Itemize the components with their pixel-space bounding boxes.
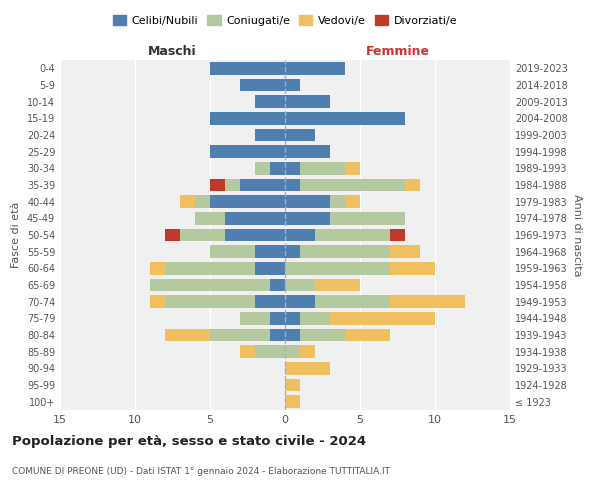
Bar xyxy=(165,329,210,341)
Bar xyxy=(240,79,285,92)
Bar xyxy=(285,279,315,291)
Bar xyxy=(165,296,255,308)
Bar xyxy=(240,179,285,192)
Bar xyxy=(150,279,270,291)
Bar xyxy=(285,296,315,308)
Bar xyxy=(315,296,390,308)
Bar xyxy=(210,329,270,341)
Bar xyxy=(255,296,285,308)
Bar xyxy=(345,162,360,174)
Y-axis label: Fasce di età: Fasce di età xyxy=(11,202,21,268)
Bar xyxy=(180,229,225,241)
Bar xyxy=(330,212,405,224)
Text: Maschi: Maschi xyxy=(148,46,197,59)
Bar xyxy=(390,296,465,308)
Bar xyxy=(390,262,435,274)
Bar xyxy=(285,346,300,358)
Bar xyxy=(165,262,255,274)
Bar xyxy=(270,329,285,341)
Bar xyxy=(210,179,225,192)
Bar xyxy=(285,162,300,174)
Bar xyxy=(285,179,300,192)
Bar xyxy=(285,96,330,108)
Bar xyxy=(315,229,390,241)
Bar xyxy=(330,196,345,208)
Bar xyxy=(210,196,285,208)
Bar xyxy=(255,346,285,358)
Text: Femmine: Femmine xyxy=(365,46,430,59)
Bar xyxy=(300,329,345,341)
Bar xyxy=(285,129,315,141)
Bar xyxy=(285,112,405,124)
Bar xyxy=(345,329,390,341)
Legend: Celibi/Nubili, Coniugati/e, Vedovi/e, Divorziati/e: Celibi/Nubili, Coniugati/e, Vedovi/e, Di… xyxy=(109,10,461,30)
Bar xyxy=(210,246,255,258)
Text: Popolazione per età, sesso e stato civile - 2024: Popolazione per età, sesso e stato civil… xyxy=(12,435,366,448)
Bar xyxy=(285,379,300,391)
Bar xyxy=(210,62,285,74)
Bar xyxy=(285,196,330,208)
Bar xyxy=(150,296,165,308)
Bar xyxy=(180,196,195,208)
Bar xyxy=(195,196,210,208)
Bar xyxy=(285,229,315,241)
Bar xyxy=(285,212,330,224)
Bar xyxy=(285,62,345,74)
Bar xyxy=(285,146,330,158)
Bar xyxy=(390,229,405,241)
Bar xyxy=(300,312,330,324)
Bar xyxy=(165,229,180,241)
Bar xyxy=(225,229,285,241)
Bar xyxy=(405,179,420,192)
Bar xyxy=(285,79,300,92)
Bar xyxy=(255,96,285,108)
Bar xyxy=(225,179,240,192)
Bar xyxy=(270,312,285,324)
Bar xyxy=(300,346,315,358)
Bar xyxy=(285,246,300,258)
Bar xyxy=(270,279,285,291)
Bar xyxy=(285,262,390,274)
Bar xyxy=(285,329,300,341)
Bar xyxy=(285,396,300,408)
Y-axis label: Anni di nascita: Anni di nascita xyxy=(572,194,581,276)
Bar xyxy=(300,179,405,192)
Bar xyxy=(255,162,270,174)
Bar xyxy=(345,196,360,208)
Bar xyxy=(330,312,435,324)
Bar xyxy=(315,279,360,291)
Bar xyxy=(285,312,300,324)
Bar xyxy=(285,362,330,374)
Bar xyxy=(390,246,420,258)
Bar xyxy=(300,246,390,258)
Bar xyxy=(150,262,165,274)
Text: COMUNE DI PREONE (UD) - Dati ISTAT 1° gennaio 2024 - Elaborazione TUTTITALIA.IT: COMUNE DI PREONE (UD) - Dati ISTAT 1° ge… xyxy=(12,468,390,476)
Bar xyxy=(195,212,225,224)
Bar xyxy=(255,262,285,274)
Bar xyxy=(255,246,285,258)
Bar xyxy=(210,146,285,158)
Bar xyxy=(270,162,285,174)
Bar xyxy=(210,112,285,124)
Bar xyxy=(255,129,285,141)
Bar xyxy=(225,212,285,224)
Bar xyxy=(240,346,255,358)
Bar xyxy=(240,312,270,324)
Bar xyxy=(300,162,345,174)
